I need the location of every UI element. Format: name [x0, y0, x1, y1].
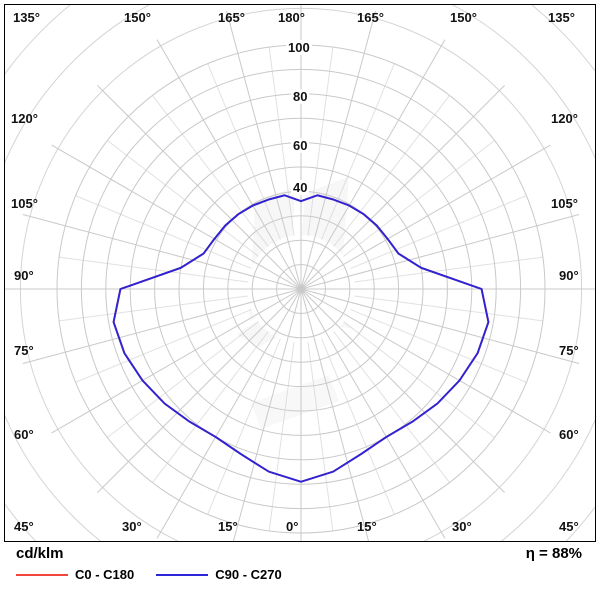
angle-label-right-15: 15° [357, 519, 377, 534]
grid-spoke [300, 288, 446, 539]
legend-swatch-icon [156, 573, 209, 576]
grid-spoke-minor [107, 140, 259, 257]
polar-plot-frame [4, 4, 596, 542]
grid-spoke [97, 85, 302, 290]
efficiency-label: η = 88% [525, 545, 582, 562]
legend-entry: C90 - C270 [156, 567, 282, 582]
grid-spoke-minor [333, 95, 450, 247]
grid-spoke [225, 10, 302, 290]
grid-spoke-minor [152, 331, 269, 483]
grid-spoke [300, 39, 446, 290]
grid-spoke-minor [343, 140, 495, 257]
grid-spoke [300, 144, 551, 290]
grid-spoke-minor [59, 295, 248, 322]
angle-label-left-135: 135° [13, 10, 40, 25]
angle-label-right-90: 90° [559, 268, 579, 283]
grid-spoke-minor [354, 295, 543, 322]
angle-label-left-15: 15° [218, 519, 238, 534]
legend-label: C0 - C180 [75, 567, 135, 582]
grid-spoke [300, 10, 377, 290]
grid-spoke-minor [354, 256, 543, 283]
angle-label-left-60: 60° [14, 427, 34, 442]
angle-label-right-45: 45° [559, 519, 579, 534]
grid-spoke-minor [343, 321, 495, 438]
angle-label-left-150: 150° [124, 10, 151, 25]
grid-spoke [300, 213, 580, 290]
grid-spoke-minor [350, 195, 527, 269]
grid-spoke-minor [350, 309, 527, 383]
grid-spoke [156, 288, 302, 539]
grid-spoke-minor [59, 256, 248, 283]
angle-label-left-75: 75° [14, 343, 34, 358]
angle-label-right-120: 120° [551, 111, 578, 126]
chart-legend: C0 - C180 C90 - C270 [16, 567, 304, 582]
grid-spoke [156, 39, 302, 290]
grid-spoke [51, 144, 302, 290]
angle-label-left-30: 30° [122, 519, 142, 534]
grid-spoke-minor [75, 309, 252, 383]
angle-label-top-180: 180° [278, 10, 305, 25]
legend-entry: C0 - C180 [16, 567, 134, 582]
grid-spoke [300, 288, 370, 541]
grid-spoke [22, 288, 302, 365]
angle-label-left-105: 105° [11, 196, 38, 211]
grid-spoke-minor [333, 331, 450, 483]
radial-label-40: 40 [291, 180, 310, 195]
grid-spoke-minor [321, 63, 395, 240]
angle-label-right-105: 105° [551, 196, 578, 211]
grid-spoke-minor [268, 47, 295, 236]
grid-spoke-minor [152, 95, 269, 247]
angle-label-left-120: 120° [11, 111, 38, 126]
angle-label-right-150: 150° [450, 10, 477, 25]
angle-label-left-90: 90° [14, 268, 34, 283]
grid-spoke [300, 288, 551, 434]
polar-plot-svg [5, 5, 595, 541]
legend-swatch-icon [16, 573, 68, 576]
angle-label-left-45: 45° [14, 519, 34, 534]
grid-spoke [300, 288, 505, 493]
radial-label-60: 60 [291, 138, 310, 153]
angle-label-right-30: 30° [452, 519, 472, 534]
legend-label: C90 - C270 [215, 567, 282, 582]
grid-spoke [97, 288, 302, 493]
grid-spoke-minor [307, 47, 334, 236]
grid-spoke [300, 288, 580, 365]
grid-spoke [22, 213, 302, 290]
unit-label: cd/klm [16, 545, 64, 562]
grid-spoke-minor [207, 338, 281, 515]
grid-spoke-minor [107, 321, 259, 438]
angle-label-right-135: 135° [548, 10, 575, 25]
angle-label-left-165: 165° [218, 10, 245, 25]
angle-label-bottom-0: 0° [286, 519, 299, 534]
grid-spoke-minor [207, 63, 281, 240]
grid-spoke [51, 288, 302, 434]
angle-label-right-60: 60° [559, 427, 579, 442]
grid-spoke-minor [307, 342, 334, 531]
series-curve [112, 194, 490, 483]
chart-footer: cd/klm η = 88% C0 - C180 C90 - C270 [0, 543, 600, 600]
angle-label-right-75: 75° [559, 343, 579, 358]
radial-label-80: 80 [291, 89, 310, 104]
angle-label-right-165: 165° [357, 10, 384, 25]
grid-spoke [232, 288, 302, 541]
radial-label-100: 100 [286, 40, 312, 55]
grid-spoke-minor [321, 338, 395, 515]
grid-spoke-minor [268, 342, 295, 531]
grid-spoke [300, 85, 505, 290]
grid-spoke-minor [75, 195, 252, 269]
